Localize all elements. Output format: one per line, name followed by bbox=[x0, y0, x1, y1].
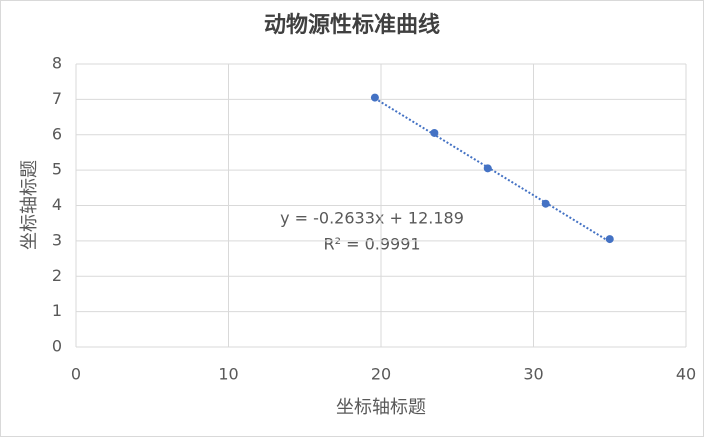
y-tick-label: 4 bbox=[52, 195, 62, 214]
x-tick-label: 30 bbox=[523, 365, 543, 384]
y-tick-label: 3 bbox=[52, 230, 62, 249]
y-tick-label: 0 bbox=[52, 337, 62, 356]
trendline-equation: y = -0.2633x + 12.189 bbox=[280, 209, 464, 228]
data-point bbox=[430, 128, 439, 137]
data-point bbox=[605, 235, 614, 244]
y-tick-label: 2 bbox=[52, 266, 62, 285]
trendline-r-squared: R² = 0.9991 bbox=[323, 235, 420, 254]
y-axis-title: 坐标轴标题 bbox=[19, 160, 40, 250]
data-point bbox=[370, 93, 379, 102]
trendline bbox=[374, 97, 611, 243]
y-tick-label: 1 bbox=[52, 301, 62, 320]
data-point bbox=[541, 199, 550, 208]
x-tick-label: 0 bbox=[71, 365, 81, 384]
x-tick-label: 20 bbox=[371, 365, 391, 384]
y-tick-label: 6 bbox=[52, 124, 62, 143]
y-tick-label: 8 bbox=[52, 54, 62, 73]
y-tick-label: 5 bbox=[52, 160, 62, 179]
y-tick-label: 7 bbox=[52, 89, 62, 108]
x-tick-label: 40 bbox=[676, 365, 696, 384]
chart-title: 动物源性标准曲线 bbox=[264, 12, 440, 38]
data-point bbox=[483, 164, 492, 173]
x-tick-label: 10 bbox=[218, 365, 238, 384]
x-axis-title: 坐标轴标题 bbox=[336, 397, 426, 418]
